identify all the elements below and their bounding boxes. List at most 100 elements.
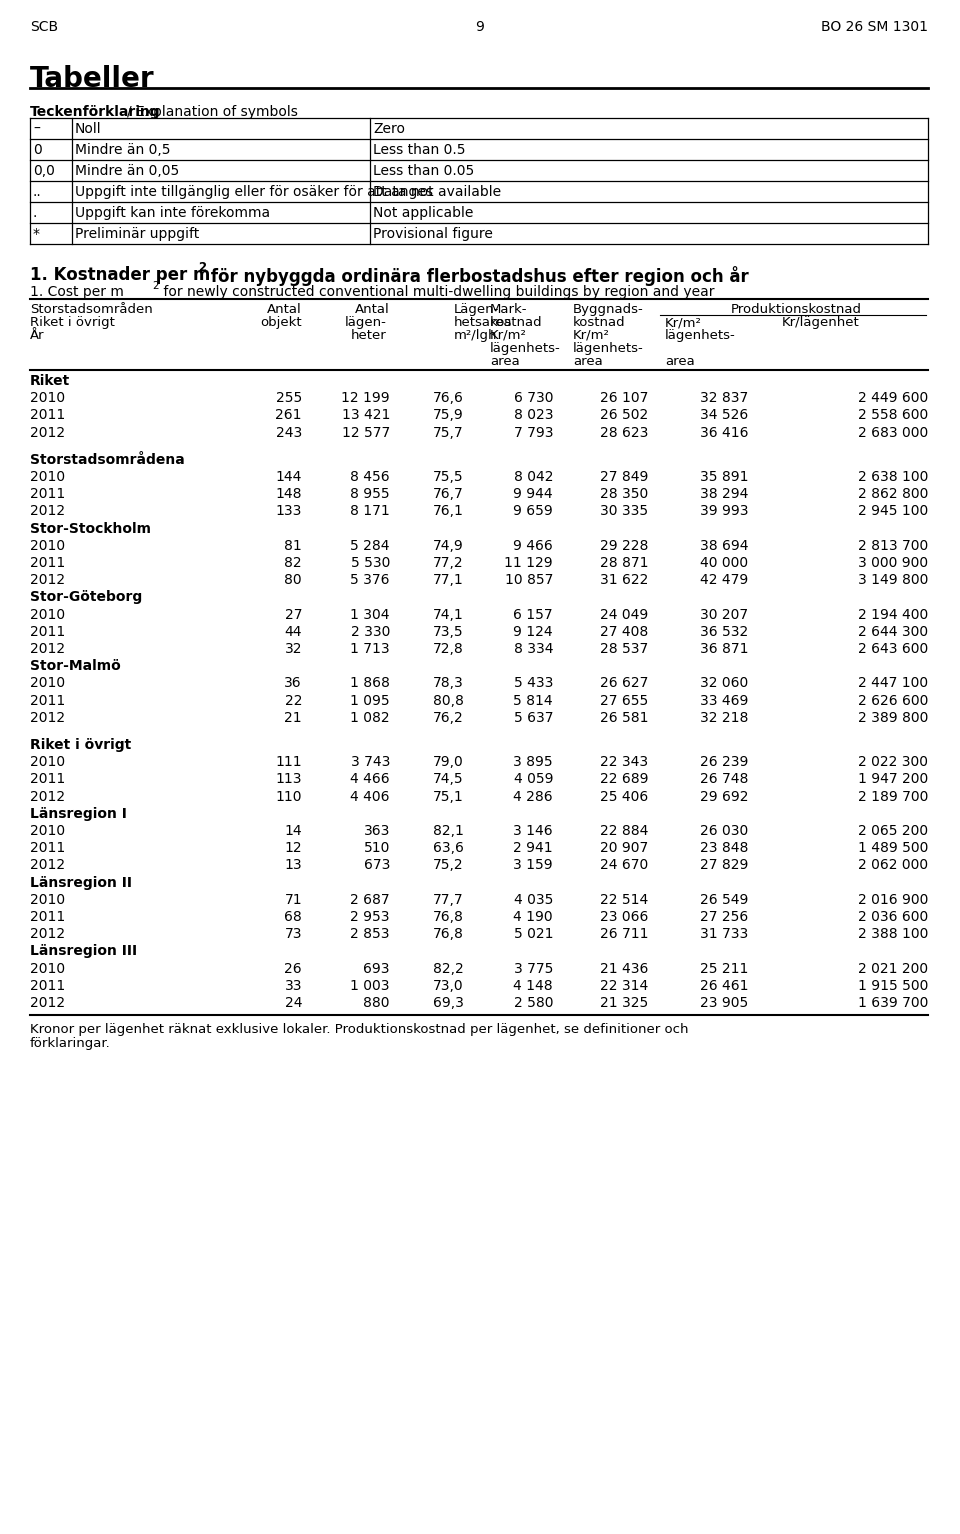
Text: 32 837: 32 837 — [700, 391, 748, 405]
Text: 2 853: 2 853 — [350, 927, 390, 942]
Text: 8 042: 8 042 — [514, 469, 553, 485]
Text: 3 149 800: 3 149 800 — [857, 574, 928, 588]
Text: Storstadsområden: Storstadsområden — [30, 304, 153, 316]
Text: 31 622: 31 622 — [600, 574, 648, 588]
Text: 2 022 300: 2 022 300 — [858, 755, 928, 769]
Text: Less than 0.05: Less than 0.05 — [373, 164, 474, 178]
Text: 3 000 900: 3 000 900 — [858, 555, 928, 571]
Text: 28 350: 28 350 — [600, 488, 648, 502]
Text: 8 955: 8 955 — [350, 488, 390, 502]
Text: 2 021 200: 2 021 200 — [858, 962, 928, 976]
Text: 3 146: 3 146 — [514, 824, 553, 838]
Text: objekt: objekt — [260, 316, 302, 328]
Text: 2012: 2012 — [30, 859, 65, 873]
Text: 27 256: 27 256 — [700, 910, 748, 923]
Text: 2: 2 — [198, 261, 206, 275]
Text: 2 189 700: 2 189 700 — [857, 790, 928, 804]
Text: 73,0: 73,0 — [433, 979, 464, 992]
Text: kostnad: kostnad — [573, 316, 626, 328]
Text: 74,1: 74,1 — [433, 607, 464, 621]
Text: 22 884: 22 884 — [600, 824, 648, 838]
Text: 2012: 2012 — [30, 574, 65, 588]
Text: 148: 148 — [276, 488, 302, 502]
Text: 8 171: 8 171 — [350, 505, 390, 518]
Text: 2 626 600: 2 626 600 — [857, 693, 928, 707]
Text: 29 692: 29 692 — [700, 790, 748, 804]
Text: 2012: 2012 — [30, 927, 65, 942]
Text: 113: 113 — [276, 773, 302, 787]
Text: 11 129: 11 129 — [504, 555, 553, 571]
Text: 0: 0 — [33, 143, 41, 156]
Text: 36: 36 — [284, 676, 302, 690]
Text: 5 284: 5 284 — [350, 538, 390, 552]
Text: 2011: 2011 — [30, 408, 65, 422]
Text: Byggnads-: Byggnads- — [573, 304, 644, 316]
Text: Stor-Stockholm: Stor-Stockholm — [30, 522, 151, 535]
Text: 22 314: 22 314 — [600, 979, 648, 992]
Text: 21: 21 — [284, 710, 302, 724]
Text: 9 466: 9 466 — [514, 538, 553, 552]
Text: 1 304: 1 304 — [350, 607, 390, 621]
Text: Mindre än 0,5: Mindre än 0,5 — [75, 143, 171, 156]
Text: 35 891: 35 891 — [700, 469, 748, 485]
Text: 1 489 500: 1 489 500 — [857, 841, 928, 854]
Text: 26 107: 26 107 — [600, 391, 648, 405]
Text: 26 711: 26 711 — [599, 927, 648, 942]
Text: 76,7: 76,7 — [433, 488, 464, 502]
Text: Tabeller: Tabeller — [30, 64, 155, 94]
Text: 40 000: 40 000 — [700, 555, 748, 571]
Text: 1 713: 1 713 — [350, 643, 390, 657]
Text: 111: 111 — [276, 755, 302, 769]
Text: lägenhets-: lägenhets- — [490, 342, 561, 354]
Text: 2 062 000: 2 062 000 — [858, 859, 928, 873]
Text: 2 862 800: 2 862 800 — [857, 488, 928, 502]
Text: 693: 693 — [364, 962, 390, 976]
Text: 7 793: 7 793 — [514, 425, 553, 440]
Text: Zero: Zero — [373, 123, 405, 137]
Text: Data not available: Data not available — [373, 186, 501, 199]
Text: 28 537: 28 537 — [600, 643, 648, 657]
Text: 9 124: 9 124 — [514, 624, 553, 638]
Text: 261: 261 — [276, 408, 302, 422]
Text: 14: 14 — [284, 824, 302, 838]
Text: 12 577: 12 577 — [342, 425, 390, 440]
Text: 13: 13 — [284, 859, 302, 873]
Text: 2011: 2011 — [30, 624, 65, 638]
Text: Kr/m²: Kr/m² — [665, 316, 702, 328]
Text: 2 194 400: 2 194 400 — [857, 607, 928, 621]
Text: / Explanation of symbols: / Explanation of symbols — [127, 104, 298, 120]
Text: 2010: 2010 — [30, 962, 65, 976]
Text: SCB: SCB — [30, 20, 59, 34]
Text: 27 408: 27 408 — [600, 624, 648, 638]
Text: 2012: 2012 — [30, 790, 65, 804]
Text: 4 035: 4 035 — [514, 893, 553, 907]
Text: 82,2: 82,2 — [433, 962, 464, 976]
Text: 4 148: 4 148 — [514, 979, 553, 992]
Text: 36 871: 36 871 — [700, 643, 748, 657]
Text: 3 895: 3 895 — [514, 755, 553, 769]
Text: 2010: 2010 — [30, 469, 65, 485]
Text: 80,8: 80,8 — [433, 693, 464, 707]
Text: Storstadsområdena: Storstadsområdena — [30, 453, 184, 466]
Text: Riket i övrigt: Riket i övrigt — [30, 738, 132, 752]
Text: 42 479: 42 479 — [700, 574, 748, 588]
Text: 2010: 2010 — [30, 893, 65, 907]
Text: Länsregion II: Länsregion II — [30, 876, 132, 890]
Text: 27 655: 27 655 — [600, 693, 648, 707]
Text: 673: 673 — [364, 859, 390, 873]
Text: 2011: 2011 — [30, 910, 65, 923]
Text: för nybyggda ordinära flerbostadshus efter region och år: för nybyggda ordinära flerbostadshus eft… — [205, 265, 749, 285]
Text: 33 469: 33 469 — [700, 693, 748, 707]
Text: Kronor per lägenhet räknat exklusive lokaler. Produktionskostnad per lägenhet, s: Kronor per lägenhet räknat exklusive lok… — [30, 1023, 688, 1035]
Text: 2011: 2011 — [30, 773, 65, 787]
Text: 243: 243 — [276, 425, 302, 440]
Text: 22 514: 22 514 — [600, 893, 648, 907]
Text: 69,3: 69,3 — [433, 996, 464, 1009]
Text: Mark-: Mark- — [490, 304, 527, 316]
Text: *: * — [33, 227, 40, 241]
Text: 2012: 2012 — [30, 643, 65, 657]
Text: 6 730: 6 730 — [514, 391, 553, 405]
Text: 82,1: 82,1 — [433, 824, 464, 838]
Text: 2011: 2011 — [30, 841, 65, 854]
Text: 25 406: 25 406 — [600, 790, 648, 804]
